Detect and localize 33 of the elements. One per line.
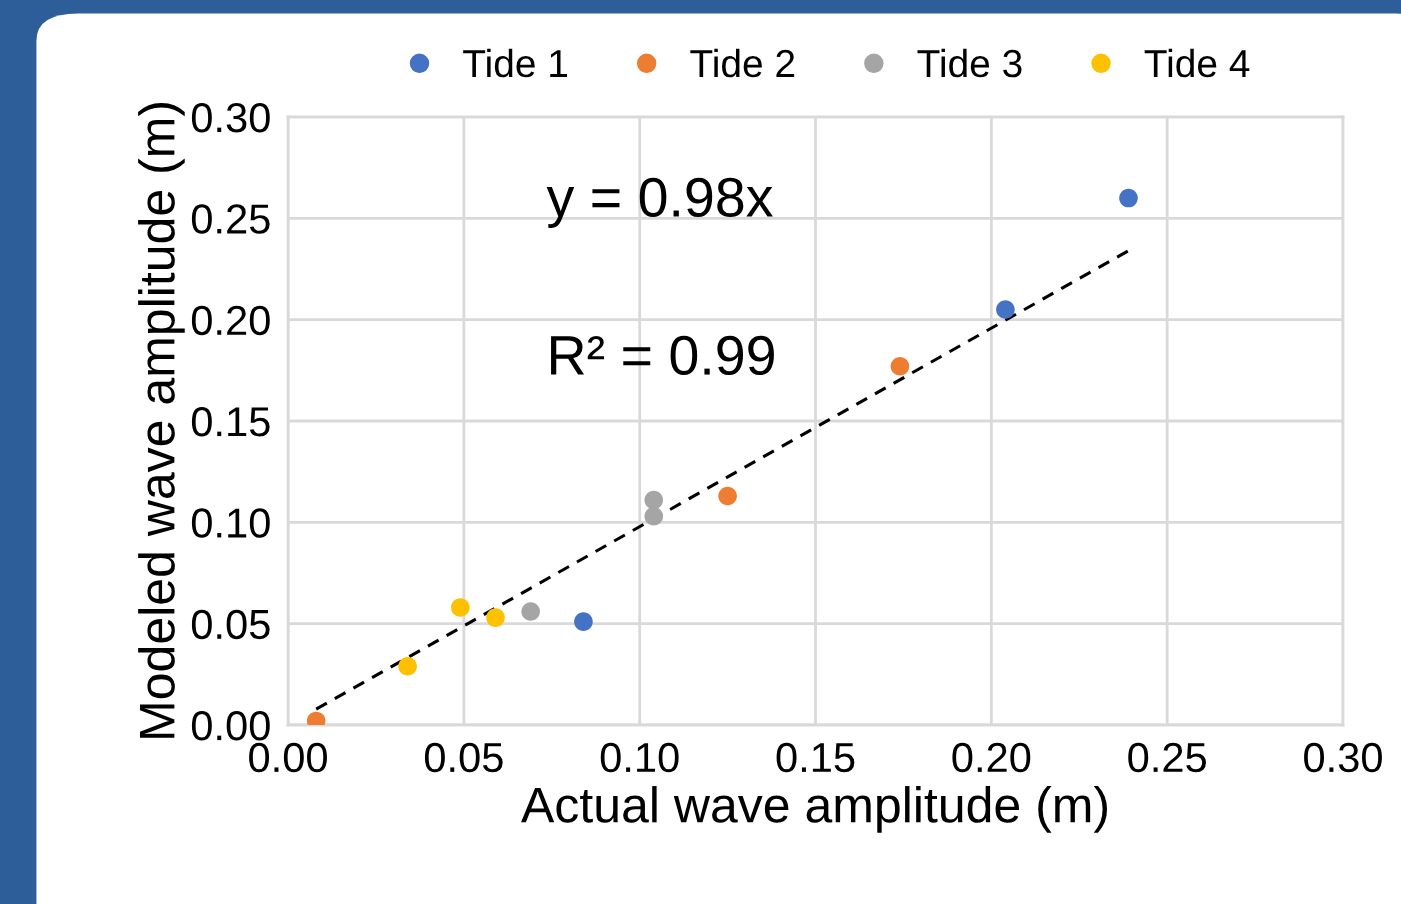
- point: [644, 490, 664, 510]
- x-axis-title: Actual wave amplitude (m): [521, 786, 1107, 833]
- point: [644, 506, 664, 526]
- x-tick-label: 0.25: [1128, 742, 1206, 773]
- y-tick-label: 0.20: [191, 305, 270, 336]
- y-tick-label: 0.05: [191, 609, 270, 640]
- y-tick-label: 0.00: [191, 711, 270, 741]
- point: [718, 486, 737, 506]
- point: [521, 602, 540, 621]
- x-tick-label: 0.30: [1304, 742, 1382, 773]
- legend-label: Tide 1: [463, 48, 568, 78]
- legend-label: Tide 2: [690, 48, 795, 78]
- legend-label: Tide 3: [917, 48, 1022, 78]
- x-tick-label: 0.20: [952, 742, 1031, 773]
- y-tick-label: 0.10: [191, 508, 270, 538]
- annotation: R² = 0.99: [551, 335, 774, 376]
- point: [451, 598, 470, 617]
- x-tick-label: 0.00: [249, 742, 327, 773]
- point: [486, 608, 505, 627]
- point: [1119, 188, 1138, 208]
- legend-label: Tide 4: [1144, 48, 1250, 78]
- point: [996, 300, 1015, 319]
- annotation: y = 0.98x: [546, 177, 773, 228]
- y-tick-label: 0.30: [191, 102, 270, 133]
- x-tick-label: 0.05: [424, 742, 503, 773]
- x-tick-label: 0.15: [776, 742, 855, 773]
- y-tick-label: 0.15: [191, 407, 270, 437]
- point: [890, 356, 910, 376]
- x-tick-label: 0.10: [600, 742, 679, 773]
- point: [398, 656, 417, 676]
- y-axis-title: Modeled wave amplitude (m): [138, 103, 185, 738]
- y-tick-label: 0.25: [191, 204, 270, 234]
- point: [574, 612, 593, 631]
